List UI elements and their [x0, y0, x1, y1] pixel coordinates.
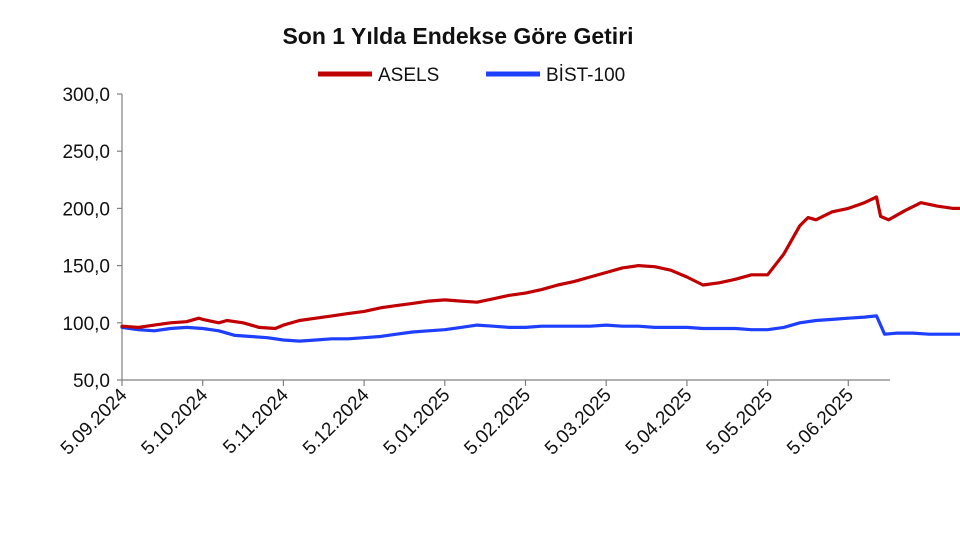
- y-tick-label: 200,0: [62, 199, 110, 220]
- chart-legend: ASELS BİST-100: [318, 65, 625, 86]
- x-tick-label: 5.11.2024: [219, 384, 293, 458]
- x-tick-label: 5.06.2025: [783, 385, 858, 460]
- y-tick-label: 300,0: [62, 85, 110, 106]
- x-tick-label: 5.05.2025: [703, 385, 778, 460]
- y-tick-label: 250,0: [62, 142, 110, 163]
- x-tick-label: 5.03.2025: [541, 385, 616, 460]
- legend-label-bist100: BİST-100: [546, 65, 625, 86]
- series-line-bist100: [120, 314, 960, 343]
- x-tick-label: 5.09.2024: [57, 384, 132, 459]
- y-tick-label: 100,0: [62, 314, 110, 335]
- y-tick-label: 150,0: [62, 257, 110, 278]
- legend-label-asels: ASELS: [378, 65, 439, 86]
- x-axis-ticks: 5.09.2024 5.10.2024 5.11.2024 5.12.2024 5.01…: [57, 380, 858, 459]
- x-tick-label: 5.01.2025: [380, 385, 455, 460]
- y-axis-ticks: 50,0 100,0 150,0 200,0 250,0 300,0: [62, 85, 122, 392]
- x-tick-label: 5.04.2025: [622, 385, 697, 460]
- chart-title: Son 1 Yılda Endekse Göre Getiri: [282, 23, 633, 49]
- chart-series: [120, 195, 960, 343]
- series-line-asels: [120, 195, 960, 331]
- x-tick-label: 5.10.2024: [138, 384, 213, 459]
- x-tick-label: 5.02.2025: [460, 385, 535, 460]
- x-tick-label: 5.12.2024: [299, 384, 374, 459]
- y-tick-label: 50,0: [73, 371, 110, 392]
